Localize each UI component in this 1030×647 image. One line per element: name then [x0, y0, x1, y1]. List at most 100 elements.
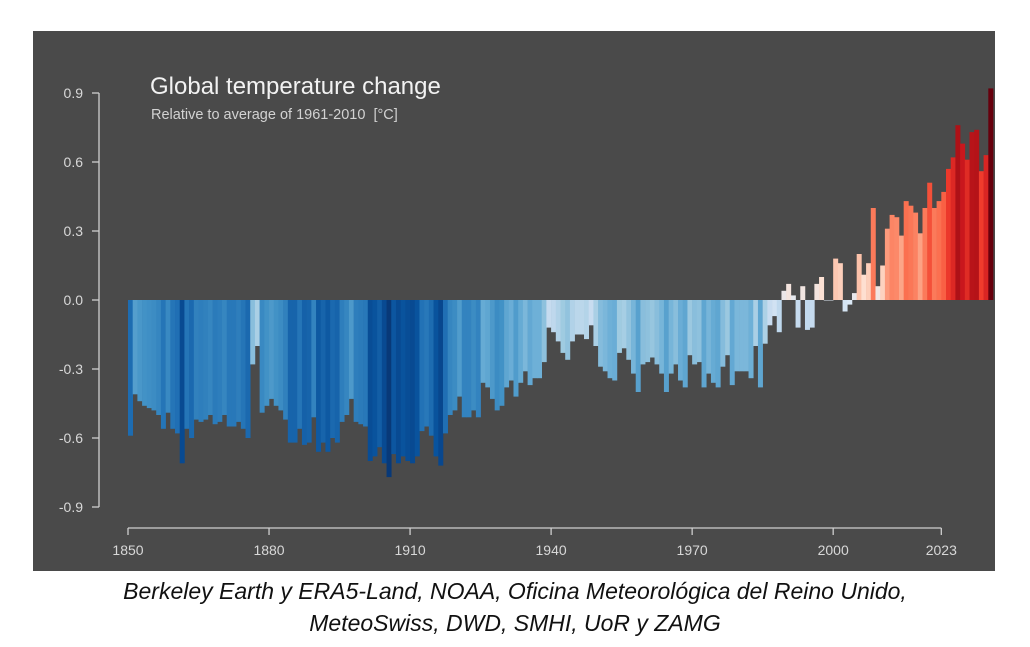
bar-1935	[527, 300, 533, 386]
bar-1927	[489, 300, 495, 399]
bar-1851	[132, 300, 138, 395]
bar-1981	[743, 300, 749, 372]
bar-1923	[471, 300, 477, 411]
bar-1980	[739, 300, 745, 372]
bar-2030	[974, 129, 980, 300]
bar-2022	[936, 201, 942, 300]
bar-1929	[499, 300, 505, 406]
bar-1914	[428, 300, 434, 436]
source-caption-line-1: Berkeley Earth y ERA5-Land, NOAA, Oficin…	[123, 578, 907, 604]
bar-1920	[457, 300, 463, 397]
bar-1944	[569, 300, 575, 342]
bar-2000	[833, 258, 839, 300]
bar-1988	[776, 300, 782, 333]
bar-1965	[668, 300, 674, 374]
bar-1885	[292, 300, 298, 443]
bar-1886	[297, 300, 303, 429]
bar-1883	[283, 300, 289, 420]
bar-1942	[560, 300, 566, 353]
bar-1899	[358, 300, 364, 425]
bar-1902	[372, 300, 378, 457]
bar-2024	[946, 168, 951, 300]
bar-1891	[320, 300, 326, 443]
bar-1921	[461, 300, 467, 418]
bar-1897	[348, 300, 354, 399]
bar-2003	[847, 300, 853, 305]
bar-1905	[386, 300, 392, 478]
bar-2010	[880, 265, 886, 300]
bar-1892	[325, 300, 331, 452]
bar-1932	[513, 300, 519, 397]
bar-1874	[240, 300, 246, 429]
x-axis-ticks: 1850 1880 1910 1940 1970 2000 2023	[112, 528, 957, 558]
bar-1909	[405, 300, 411, 461]
bar-1968	[682, 300, 688, 388]
bar-1911	[414, 300, 420, 457]
bar-1903	[377, 300, 383, 448]
bar-1878	[259, 300, 265, 413]
bar-2011	[884, 228, 890, 300]
bar-1930	[504, 300, 510, 388]
bar-1887	[301, 300, 307, 445]
bar-2019	[922, 208, 928, 300]
bar-1951	[602, 300, 608, 372]
bar-2004	[851, 293, 857, 300]
bar-1945	[574, 300, 580, 335]
bar-1875	[245, 300, 251, 438]
y-axis-ticks: 0.9 0.6 0.3 0.0 -0.3 -0.6 -0.9	[59, 85, 99, 515]
bar-1866	[203, 300, 209, 420]
x-tick-label: 1970	[677, 542, 708, 558]
bar-1941	[555, 300, 561, 342]
bar-2031	[978, 171, 984, 300]
bar-2033	[988, 88, 994, 301]
bar-1961	[649, 300, 655, 358]
bar-1985	[762, 300, 768, 344]
bar-2029	[969, 132, 975, 300]
bar-1956	[626, 300, 632, 360]
bar-1946	[579, 300, 585, 335]
bar-1975	[715, 300, 721, 388]
bar-1910	[410, 300, 416, 464]
bar-1889	[311, 300, 317, 418]
bar-1963	[659, 300, 665, 374]
bar-1855	[151, 300, 157, 411]
x-tick-label: 2000	[818, 542, 849, 558]
bar-1977	[725, 300, 731, 356]
bar-1869	[217, 300, 223, 422]
chart-subtitle: Relative to average of 1961-2010 [°C]	[151, 107, 398, 123]
bar-1859	[170, 300, 176, 429]
bar-1881	[273, 300, 279, 406]
bar-1913	[424, 300, 430, 427]
x-tick-label: 1910	[394, 542, 425, 558]
bar-1898	[353, 300, 359, 422]
bar-1936	[532, 300, 538, 379]
bar-1895	[339, 300, 345, 422]
x-tick-label: 1940	[536, 542, 567, 558]
bar-1904	[381, 300, 387, 464]
bar-1884	[287, 300, 293, 443]
bar-1972	[701, 300, 707, 388]
bar-1938	[541, 300, 547, 363]
bar-1912	[419, 300, 425, 432]
bar-1970	[692, 300, 698, 365]
bar-1947	[584, 300, 590, 340]
bar-2005	[856, 254, 862, 300]
bar-1919	[452, 300, 458, 411]
y-tick-label: -0.9	[59, 499, 83, 515]
bar-1879	[264, 300, 270, 406]
bar-1979	[734, 300, 740, 372]
bar-2001	[837, 263, 843, 300]
bar-1991	[790, 295, 796, 300]
temperature-bar-chart: 0.9 0.6 0.3 0.0 -0.3 -0.6 -0.9 1850 1880 1910 194…	[33, 31, 995, 571]
bar-1925	[480, 300, 486, 383]
bar-1863	[189, 300, 195, 438]
bar-2028	[964, 159, 970, 300]
bar-1973	[706, 300, 712, 374]
bar-1896	[344, 300, 350, 415]
bar-1876	[250, 300, 256, 365]
bar-1864	[193, 300, 199, 420]
bar-1940	[551, 300, 557, 333]
bar-1999	[828, 300, 834, 301]
bar-1894	[334, 300, 340, 443]
bar-1978	[729, 300, 735, 386]
